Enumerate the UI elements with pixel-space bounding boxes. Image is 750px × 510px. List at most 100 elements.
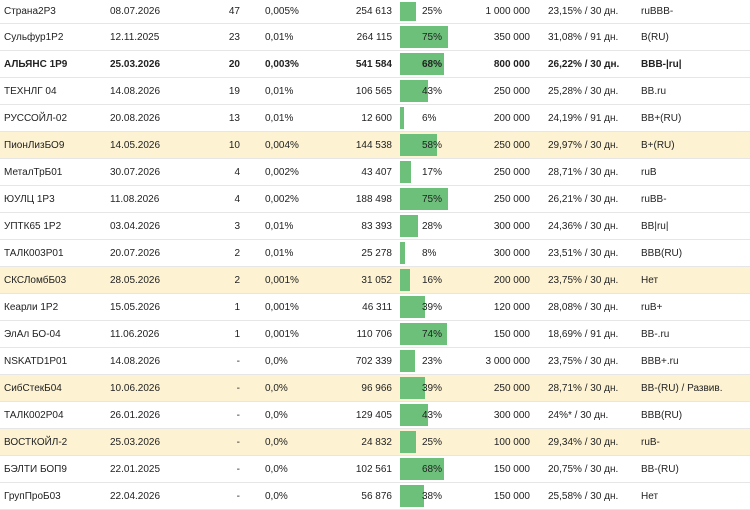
- issue-amount-cell: 150 000: [493, 328, 530, 340]
- percent-cell: 0,01%: [265, 112, 294, 124]
- table-row[interactable]: БЭЛТИ БОП9 22.01.2025 - 0,0% 102 561 68% 150 0…: [0, 456, 750, 483]
- volume-cell: 102 561: [355, 463, 392, 475]
- yield-cell: 24,36% / 30 дн.: [548, 220, 619, 232]
- table-row[interactable]: NSKATD1P01 14.08.2026 - 0,0% 702 339 23% 3 000…: [0, 348, 750, 375]
- table-row[interactable]: УПТК65 1Р2 03.04.2026 3 0,01% 83 393 28% 300 0…: [0, 213, 750, 240]
- bond-name-cell: ЮУЛЦ 1Р3: [4, 193, 55, 205]
- share-bar-fill: [400, 161, 411, 183]
- yield-cell: 24,19% / 91 дн.: [548, 112, 619, 124]
- yield-cell: 26,21% / 30 дн.: [548, 193, 619, 205]
- issue-amount-cell: 350 000: [493, 31, 530, 43]
- percent-cell: 0,01%: [265, 220, 294, 232]
- issue-amount-cell: 100 000: [493, 436, 530, 448]
- share-label: 28%: [422, 220, 443, 232]
- issue-amount-cell: 200 000: [493, 112, 530, 124]
- table-row[interactable]: ТЕХНЛГ 04 14.08.2026 19 0,01% 106 565 43% 250 …: [0, 78, 750, 105]
- volume-cell: 25 278: [361, 247, 392, 259]
- deals-count-cell: 4: [234, 166, 240, 178]
- yield-cell: 23,15% / 30 дн.: [548, 6, 619, 17]
- volume-cell: 264 115: [356, 31, 392, 43]
- maturity-date-cell: 08.07.2026: [110, 6, 161, 17]
- table-row[interactable]: МеталТрБ01 30.07.2026 4 0,002% 43 407 17% 250 …: [0, 159, 750, 186]
- share-bar-cell: 75%: [400, 186, 473, 212]
- share-bar-fill: [400, 269, 411, 291]
- yield-cell: 29,34% / 30 дн.: [548, 436, 619, 448]
- share-bar-cell: 25%: [400, 429, 473, 455]
- table-row[interactable]: ЭлАл БО-04 11.06.2026 1 0,001% 110 706 74% 150…: [0, 321, 750, 348]
- percent-cell: 0,01%: [265, 31, 294, 43]
- volume-cell: 254 613: [355, 6, 392, 17]
- percent-cell: 0,0%: [265, 355, 288, 367]
- share-bar-cell: 58%: [400, 132, 473, 158]
- volume-cell: 110 706: [356, 328, 392, 340]
- table-row[interactable]: РУССОЙЛ-02 20.08.2026 13 0,01% 12 600 6% 200 0…: [0, 105, 750, 132]
- yield-cell: 20,75% / 30 дн.: [548, 463, 619, 475]
- bond-name-cell: ТЕХНЛГ 04: [4, 85, 57, 97]
- table-row[interactable]: Кеарли 1Р2 15.05.2026 1 0,001% 46 311 39% 120 …: [0, 294, 750, 321]
- issue-amount-cell: 250 000: [493, 382, 530, 394]
- table-row[interactable]: СКСЛомбБ03 28.05.2026 2 0,001% 31 052 16% 200 …: [0, 267, 750, 294]
- rating-cell: B(RU): [641, 31, 669, 43]
- issue-amount-cell: 250 000: [493, 193, 530, 205]
- rating-cell: BBB+.ru: [641, 355, 679, 367]
- volume-cell: 702 339: [355, 355, 392, 367]
- table-row[interactable]: ГрупПроБ03 22.04.2026 - 0,0% 56 876 38% 150 00…: [0, 483, 750, 510]
- share-bar-fill: [400, 323, 448, 345]
- maturity-date-cell: 28.05.2026: [110, 274, 161, 286]
- volume-cell: 24 832: [361, 436, 392, 448]
- deals-count-cell: -: [236, 409, 240, 421]
- share-label: 75%: [422, 193, 443, 205]
- yield-cell: 28,71% / 30 дн.: [548, 382, 619, 394]
- share-bar-fill: [400, 242, 406, 264]
- issue-amount-cell: 250 000: [493, 85, 530, 97]
- maturity-date-cell: 10.06.2026: [110, 382, 161, 394]
- maturity-date-cell: 20.08.2026: [110, 112, 161, 124]
- percent-cell: 0,001%: [265, 301, 299, 313]
- bond-name-cell: Страна2Р3: [4, 6, 56, 17]
- issue-amount-cell: 120 000: [493, 301, 530, 313]
- rating-cell: BB-.ru: [641, 328, 670, 340]
- yield-cell: 28,71% / 30 дн.: [548, 166, 619, 178]
- share-bar-cell: 25%: [400, 0, 473, 23]
- bond-name-cell: ЭлАл БО-04: [4, 328, 61, 340]
- percent-cell: 0,003%: [265, 58, 299, 70]
- share-label: 8%: [422, 247, 437, 259]
- percent-cell: 0,0%: [265, 490, 288, 502]
- share-bar-fill: [400, 404, 428, 426]
- bond-name-cell: СКСЛомбБ03: [4, 274, 67, 286]
- maturity-date-cell: 25.03.2026: [110, 58, 161, 70]
- share-label: 39%: [422, 382, 443, 394]
- deals-count-cell: -: [236, 382, 240, 394]
- share-bar-fill: [400, 431, 416, 453]
- table-row[interactable]: АЛЬЯНС 1Р9 25.03.2026 20 0,003% 541 584 68% 80…: [0, 51, 750, 78]
- table-row[interactable]: ВОСТКОЙЛ-2 25.03.2026 - 0,0% 24 832 25% 100 00…: [0, 429, 750, 456]
- share-bar-fill: [400, 80, 428, 102]
- rating-cell: B+(RU): [641, 139, 675, 151]
- table-row[interactable]: ПионЛизБО9 14.05.2026 10 0,004% 144 538 58% 25…: [0, 132, 750, 159]
- share-bar-fill: [400, 485, 425, 507]
- deals-count-cell: 10: [228, 139, 240, 151]
- maturity-date-cell: 30.07.2026: [110, 166, 161, 178]
- table-row[interactable]: ТАЛК002Р04 26.01.2026 - 0,0% 129 405 43% 300 0…: [0, 402, 750, 429]
- bond-name-cell: ТАЛК002Р04: [4, 409, 64, 421]
- share-bar-fill: [400, 215, 418, 237]
- table-row[interactable]: ЮУЛЦ 1Р3 11.08.2026 4 0,002% 188 498 75% 250 0…: [0, 186, 750, 213]
- yield-cell: 25,28% / 30 дн.: [548, 85, 619, 97]
- maturity-date-cell: 03.04.2026: [110, 220, 161, 232]
- share-bar-fill: [400, 53, 444, 75]
- share-bar-cell: 17%: [400, 159, 473, 185]
- issue-amount-cell: 200 000: [493, 274, 530, 286]
- bond-name-cell: ТАЛК003Р01: [4, 247, 64, 259]
- deals-count-cell: 2: [234, 247, 240, 259]
- yield-cell: 28,08% / 30 дн.: [548, 301, 619, 313]
- share-label: 75%: [422, 31, 443, 43]
- bond-name-cell: NSKATD1P01: [4, 355, 68, 367]
- table-row[interactable]: Страна2Р3 08.07.2026 47 0,005% 254 613 25% 1 0…: [0, 0, 750, 24]
- issue-amount-cell: 250 000: [493, 166, 530, 178]
- volume-cell: 541 584: [355, 58, 392, 70]
- table-row[interactable]: Сульфур1Р2 12.11.2025 23 0,01% 264 115 75% 350…: [0, 24, 750, 51]
- volume-cell: 46 311: [362, 301, 392, 313]
- table-row[interactable]: ТАЛК003Р01 20.07.2026 2 0,01% 25 278 8% 300 00…: [0, 240, 750, 267]
- table-row[interactable]: СибСтекБ04 10.06.2026 - 0,0% 96 966 39% 250 00…: [0, 375, 750, 402]
- issue-amount-cell: 800 000: [493, 58, 530, 70]
